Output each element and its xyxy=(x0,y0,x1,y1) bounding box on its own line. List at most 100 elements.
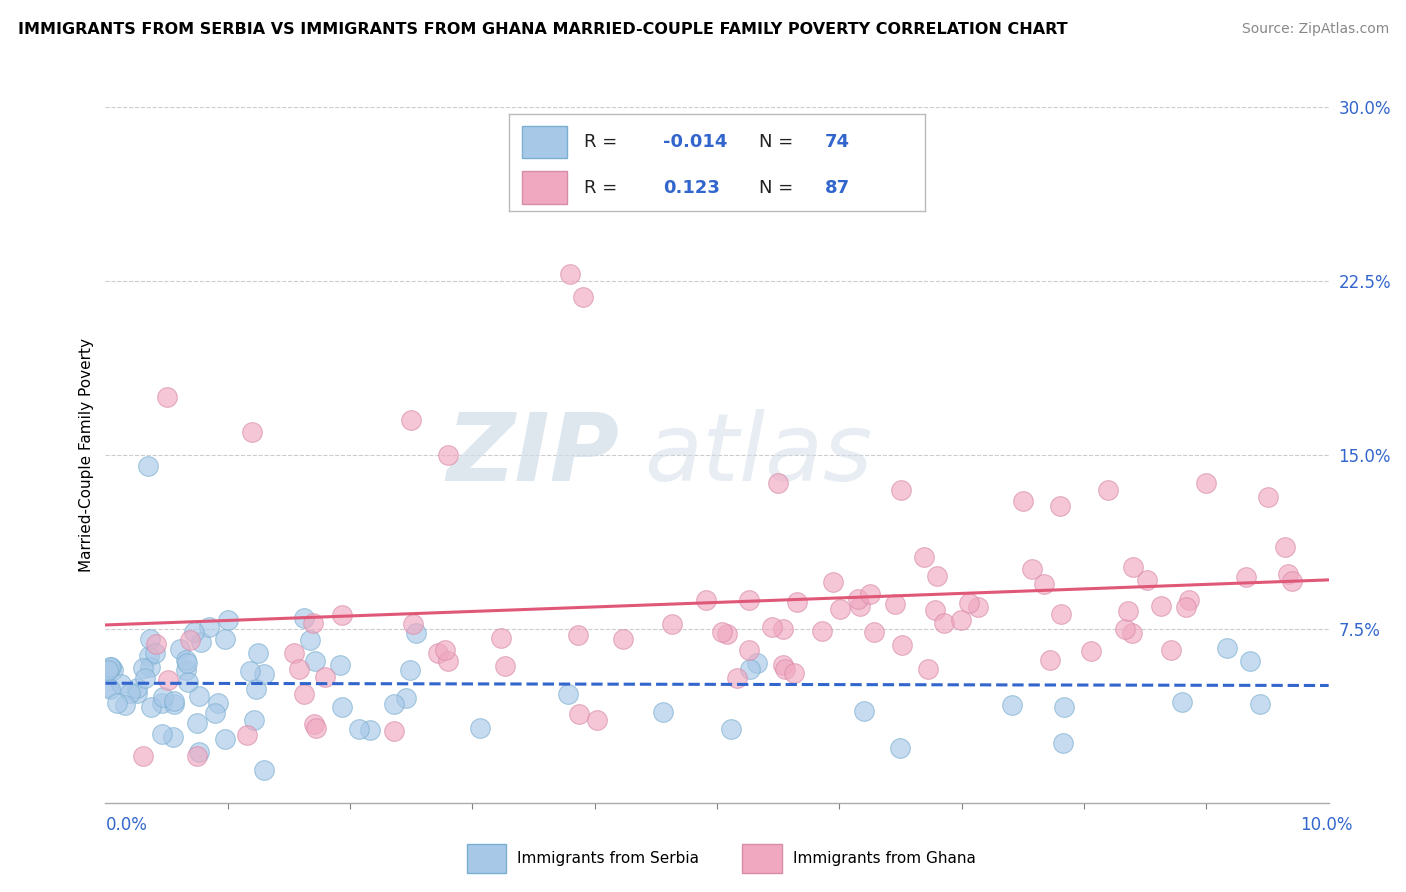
Point xyxy=(163,697,186,711)
Point xyxy=(240,425,263,439)
Point xyxy=(927,569,949,583)
Text: N =: N = xyxy=(759,133,793,152)
Point xyxy=(382,697,405,711)
Point xyxy=(98,682,121,697)
Point xyxy=(489,631,512,645)
Point xyxy=(236,728,259,742)
Point xyxy=(1012,494,1035,508)
Point xyxy=(134,671,156,685)
Point xyxy=(1160,642,1182,657)
Point xyxy=(1234,570,1257,584)
Point xyxy=(1239,654,1261,668)
Point xyxy=(132,661,155,675)
Point xyxy=(745,657,768,671)
Point xyxy=(586,713,609,727)
Point xyxy=(1021,562,1043,576)
Point xyxy=(786,595,808,609)
Point xyxy=(214,732,236,747)
Point xyxy=(150,727,173,741)
Point xyxy=(382,723,405,738)
Point xyxy=(245,681,267,696)
Point xyxy=(97,663,120,677)
Text: R =: R = xyxy=(583,133,617,152)
Point xyxy=(1039,653,1062,667)
Point xyxy=(150,697,173,711)
Point xyxy=(560,267,582,281)
Y-axis label: Married-Couple Family Poverty: Married-Couple Family Poverty xyxy=(79,338,94,572)
Point xyxy=(710,625,733,640)
Point xyxy=(1052,737,1074,751)
Text: atlas: atlas xyxy=(644,409,872,500)
Point xyxy=(772,657,794,672)
Point xyxy=(174,653,197,667)
Point xyxy=(811,624,834,639)
Point xyxy=(114,698,136,713)
Point xyxy=(301,616,323,631)
Point xyxy=(139,632,162,646)
Point xyxy=(1050,607,1073,621)
Point xyxy=(246,646,269,660)
Point xyxy=(136,459,159,474)
Point xyxy=(242,713,264,727)
Point xyxy=(359,723,381,738)
Point xyxy=(188,746,211,760)
Point xyxy=(862,624,884,639)
Text: -0.014: -0.014 xyxy=(664,133,727,152)
Text: 10.0%: 10.0% xyxy=(1301,816,1353,834)
Point xyxy=(1257,490,1279,504)
Point xyxy=(190,635,212,649)
Point xyxy=(314,670,336,684)
Point xyxy=(155,390,177,404)
Text: R =: R = xyxy=(583,179,617,197)
Point xyxy=(143,646,166,660)
Point xyxy=(1080,644,1102,658)
Point xyxy=(1177,592,1199,607)
Text: Immigrants from Serbia: Immigrants from Serbia xyxy=(517,851,699,866)
Point xyxy=(891,639,914,653)
Text: N =: N = xyxy=(759,179,793,197)
Text: IMMIGRANTS FROM SERBIA VS IMMIGRANTS FROM GHANA MARRIED-COUPLE FAMILY POVERTY CO: IMMIGRANTS FROM SERBIA VS IMMIGRANTS FRO… xyxy=(18,22,1069,37)
Point xyxy=(298,633,321,648)
Point xyxy=(186,749,208,764)
Text: 0.0%: 0.0% xyxy=(105,816,148,834)
Point xyxy=(100,660,122,674)
Point xyxy=(118,686,141,700)
Point xyxy=(1122,559,1144,574)
Bar xyxy=(467,844,506,873)
Point xyxy=(727,671,749,685)
Point xyxy=(1116,604,1139,618)
Point xyxy=(957,596,980,610)
Point xyxy=(828,601,851,615)
Point xyxy=(437,654,460,668)
Point xyxy=(395,691,418,706)
Point xyxy=(571,290,593,304)
Point xyxy=(217,613,239,627)
Point xyxy=(402,616,425,631)
Point xyxy=(405,626,427,640)
Point xyxy=(207,696,229,710)
Point xyxy=(1097,483,1119,497)
Point xyxy=(399,413,422,427)
Point xyxy=(858,587,880,601)
Point xyxy=(188,690,211,704)
Point xyxy=(427,646,450,660)
Point xyxy=(127,681,149,695)
Point xyxy=(169,642,191,657)
Point xyxy=(214,632,236,646)
Point xyxy=(884,597,907,611)
Point xyxy=(720,722,742,736)
Point xyxy=(967,599,990,614)
Point xyxy=(768,475,790,490)
Point xyxy=(145,637,167,651)
Point xyxy=(162,730,184,744)
Point xyxy=(174,663,197,677)
Point xyxy=(183,624,205,639)
Point xyxy=(197,620,219,634)
Point xyxy=(890,483,912,497)
Point xyxy=(738,593,761,607)
Point xyxy=(176,675,198,690)
Text: 74: 74 xyxy=(825,133,851,152)
Point xyxy=(437,448,460,462)
Point xyxy=(253,666,276,681)
Text: Source: ZipAtlas.com: Source: ZipAtlas.com xyxy=(1241,22,1389,37)
